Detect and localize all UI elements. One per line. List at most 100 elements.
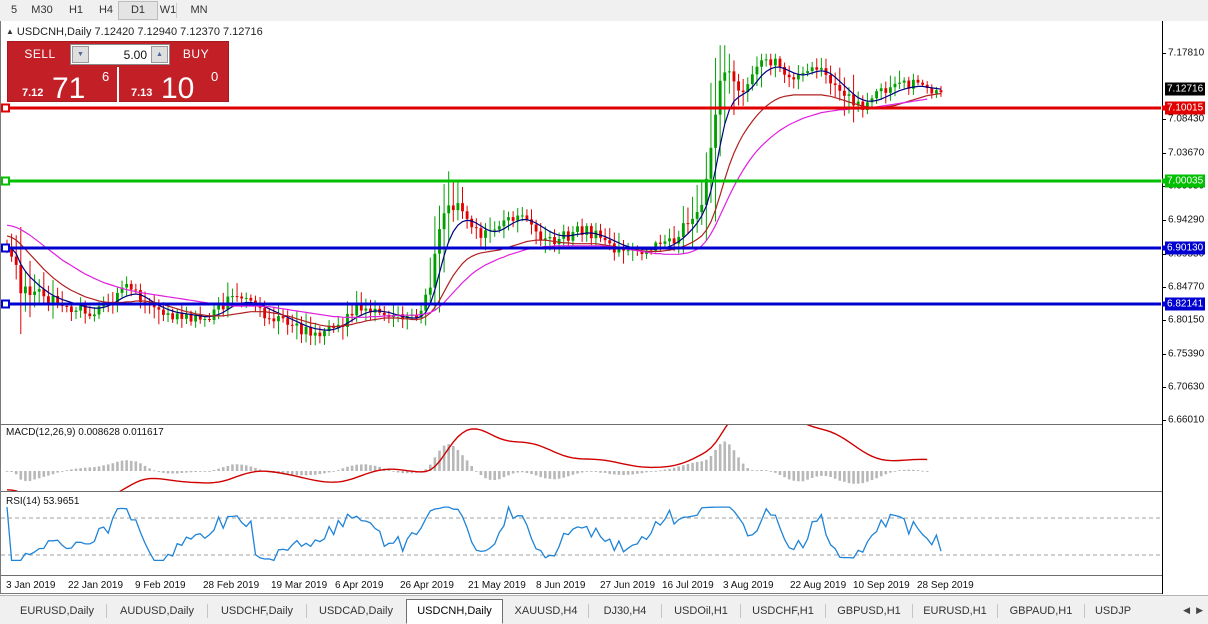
volume-input[interactable]: ▼ 5.00 ▲	[70, 44, 170, 65]
price-badge[interactable]: 7.10015	[1165, 101, 1206, 115]
candle-body	[640, 251, 644, 255]
macd-histogram-bar	[410, 471, 414, 474]
date-axis-label: 3 Jan 2019	[6, 580, 56, 591]
buy-quote[interactable]: 7.13 10 0	[119, 67, 226, 104]
macd-histogram-bar	[654, 470, 658, 472]
macd-histogram-bar	[134, 461, 138, 471]
macd-histogram-bar	[359, 464, 363, 471]
timeframe-button-w1[interactable]: W1	[159, 4, 177, 16]
chart-tab-usdcnh-daily[interactable]: USDCNH,Daily	[406, 599, 503, 624]
chart-tab-eurusd-h1[interactable]: EURUSD,H1	[923, 605, 987, 617]
level-handle[interactable]	[1162, 301, 1167, 307]
level-drag-handle[interactable]	[1, 103, 10, 113]
candle-body	[714, 114, 717, 148]
collapse-triangle-icon[interactable]: ▲	[6, 27, 14, 36]
candle-body	[382, 312, 386, 316]
volume-increase-icon[interactable]: ▲	[151, 46, 168, 63]
one-click-trading-panel[interactable]: SELL ▼ 5.00 ▲ BUY 7.12 71 6 7.13 10 0	[7, 41, 229, 104]
chart-tab-xauusd-h4[interactable]: XAUUSD,H4	[514, 605, 578, 617]
macd-histogram-bar	[553, 471, 556, 480]
macd-histogram-bar	[861, 471, 865, 484]
macd-histogram-bar	[304, 471, 308, 476]
candle-body	[309, 326, 313, 336]
candle-body	[185, 313, 188, 319]
tab-scroll-left-icon[interactable]: ◀	[1183, 605, 1190, 615]
price-badge[interactable]: 6.82141	[1165, 297, 1206, 311]
macd-histogram-bar	[746, 468, 750, 471]
tab-divider	[825, 604, 826, 618]
chart-tab-usdoil-h1[interactable]: USDOil,H1	[674, 605, 728, 617]
level-handle[interactable]	[1162, 105, 1167, 111]
price-badge[interactable]: 7.12716	[1165, 82, 1206, 96]
timeframe-button-m30[interactable]: M30	[31, 4, 53, 16]
candle-body	[65, 305, 69, 307]
candle-body	[603, 237, 607, 241]
chart-tab-eurusd-daily[interactable]: EURUSD,Daily	[20, 605, 94, 617]
candle-body	[778, 58, 782, 67]
chart-tab-usdjp[interactable]: USDJP	[1094, 605, 1132, 617]
timeframe-button-h1[interactable]: H1	[68, 4, 84, 16]
macd-histogram-bar	[171, 471, 174, 474]
level-handle[interactable]	[1162, 178, 1167, 184]
macd-histogram-bar	[125, 460, 128, 471]
macd-histogram-bar	[221, 467, 225, 471]
chart-tab-usdchf-daily[interactable]: USDCHF,Daily	[220, 605, 294, 617]
price-badge[interactable]: 6.90130	[1165, 241, 1206, 255]
price-axis-line	[1162, 21, 1163, 594]
candle-body	[175, 313, 179, 320]
macd-pane[interactable]	[1, 425, 1161, 491]
candle-body	[727, 71, 731, 73]
candle-body	[557, 238, 561, 245]
chart-tab-audusd-daily[interactable]: AUDUSD,Daily	[120, 605, 194, 617]
candle-body	[152, 304, 156, 308]
chart-tab-usdcad-daily[interactable]: USDCAD,Daily	[319, 605, 393, 617]
tab-divider	[740, 604, 741, 618]
candle-body	[543, 238, 547, 240]
macd-histogram-bar	[258, 469, 262, 471]
price-axis[interactable]: 7.178107.084307.036706.990506.942906.895…	[1162, 21, 1208, 594]
rsi-pane[interactable]	[1, 492, 1161, 575]
timeframe-button-mn[interactable]: MN	[190, 4, 208, 16]
macd-histogram-bar	[152, 470, 156, 472]
tab-divider	[1084, 604, 1085, 618]
macd-histogram-bar	[332, 471, 335, 472]
macd-histogram-bar	[111, 463, 115, 471]
macd-histogram-bar	[608, 471, 612, 475]
candle-body	[681, 223, 685, 237]
chart-tab-dj30-h4[interactable]: DJ30,H4	[603, 605, 647, 617]
chart-tab-usdchf-h1[interactable]: USDCHF,H1	[752, 605, 814, 617]
tab-scroll-right-icon[interactable]: ▶	[1196, 605, 1203, 615]
buy-button[interactable]: BUY	[182, 47, 210, 61]
chart-tab-gbpusd-h1[interactable]: GBPUSD,H1	[837, 605, 901, 617]
price-axis-label: 7.08430	[1168, 113, 1205, 125]
price-pane[interactable]	[1, 40, 1161, 423]
candle-body	[879, 88, 883, 92]
chart-canvas[interactable]	[0, 21, 1171, 594]
sell-quote[interactable]: 7.12 71 6	[10, 67, 119, 104]
level-drag-handle[interactable]	[1, 243, 10, 253]
macd-histogram-bar	[668, 468, 671, 471]
timeframe-button-5[interactable]: 5	[10, 4, 18, 16]
date-axis-label: 10 Sep 2019	[853, 580, 910, 591]
level-drag-handle[interactable]	[1, 299, 10, 309]
volume-value: 5.00	[123, 48, 147, 62]
chart-tab-gbpaud-h1[interactable]: GBPAUD,H1	[1009, 605, 1073, 617]
macd-histogram-bar	[548, 471, 552, 479]
level-drag-handle[interactable]	[1, 176, 10, 186]
candle-body	[74, 310, 78, 312]
candle-body	[502, 220, 506, 227]
sell-button[interactable]: SELL	[24, 47, 56, 61]
candle-body	[847, 94, 851, 96]
trade-panel-top-row: SELL ▼ 5.00 ▲ BUY	[8, 42, 228, 67]
macd-histogram-bar	[820, 471, 823, 476]
macd-histogram-bar	[677, 466, 681, 471]
date-axis-label: 8 Jun 2019	[536, 580, 586, 591]
timeframe-button-d1[interactable]: D1	[118, 1, 158, 20]
macd-histogram-bar	[185, 471, 188, 473]
timeframe-button-h4[interactable]: H4	[98, 4, 114, 16]
price-badge[interactable]: 7.00035	[1165, 174, 1206, 188]
macd-histogram-bar	[682, 465, 685, 471]
level-handle[interactable]	[1162, 245, 1167, 251]
macd-histogram-bar	[631, 471, 635, 475]
volume-decrease-icon[interactable]: ▼	[72, 46, 89, 63]
